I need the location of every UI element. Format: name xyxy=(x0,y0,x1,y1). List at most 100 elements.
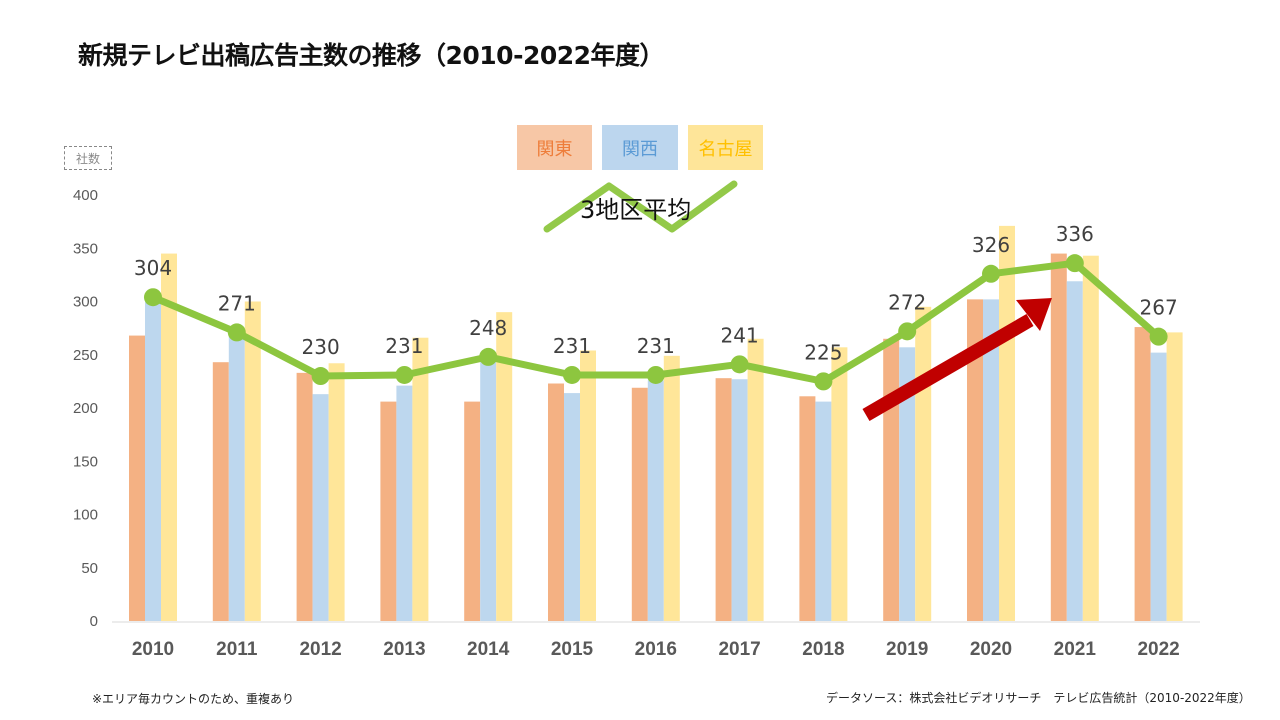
average-point xyxy=(227,323,246,342)
bar-kansai xyxy=(564,393,580,621)
x-tick-label: 2010 xyxy=(132,639,174,660)
y-tick-label: 400 xyxy=(73,187,98,204)
bar-kansai xyxy=(1150,352,1167,621)
y-tick-label: 250 xyxy=(73,347,98,364)
x-tick-label: 2020 xyxy=(970,639,1012,660)
data-label: 231 xyxy=(553,334,591,358)
average-point xyxy=(730,355,749,374)
bar-kanto xyxy=(883,338,900,621)
bar-nagoya xyxy=(580,350,596,621)
bar-kansai xyxy=(312,394,329,621)
data-label: 267 xyxy=(1140,296,1178,320)
data-label: 304 xyxy=(134,256,172,280)
data-label: 248 xyxy=(469,316,507,340)
average-point xyxy=(646,365,665,384)
bar-nagoya xyxy=(915,306,932,621)
bar-kanto xyxy=(715,378,732,621)
bar-nagoya xyxy=(1082,255,1099,621)
data-label: 231 xyxy=(637,334,675,358)
data-label: 241 xyxy=(721,323,759,347)
chart-title: 新規テレビ出稿広告主数の推移（2010-2022年度） xyxy=(78,41,665,70)
bar-nagoya xyxy=(412,337,429,621)
bar-kansai xyxy=(228,333,245,621)
bar-nagoya xyxy=(663,355,680,621)
x-tick-label: 2019 xyxy=(886,639,928,660)
bar-kanto xyxy=(1050,253,1067,621)
legend-average-label: 3地区平均 xyxy=(580,196,692,224)
data-label: 272 xyxy=(888,290,926,314)
bar-kansai xyxy=(480,356,497,621)
data-source: データソース：株式会社ビデオリサーチ テレビ広告統計（2010-2022年度） xyxy=(826,691,1251,705)
data-labels: 304 271 230 231 248 231 231 241 225 272 326 336 267 xyxy=(134,222,1178,364)
bar-nagoya xyxy=(747,338,764,621)
bar-nagoya xyxy=(496,312,513,621)
bar-nagoya xyxy=(1166,332,1183,621)
average-point xyxy=(1065,254,1084,273)
bar-kansai xyxy=(145,301,161,621)
bar-nagoya xyxy=(161,253,177,621)
bar-kanto xyxy=(548,383,564,621)
bar-kanto xyxy=(212,362,229,621)
average-point xyxy=(982,264,1000,283)
bar-kansai xyxy=(815,401,832,621)
y-axis-unit-label: 社数 xyxy=(64,146,112,170)
bar-nagoya xyxy=(999,225,1015,621)
x-tick-label: 2022 xyxy=(1137,639,1179,660)
y-tick-label: 200 xyxy=(73,400,98,417)
bar-kanto xyxy=(967,299,983,621)
average-point xyxy=(479,347,498,366)
legend-average-line xyxy=(543,180,738,233)
y-tick-label: 50 xyxy=(81,560,98,577)
x-tick-label: 2021 xyxy=(1054,639,1097,660)
bar-kanto xyxy=(1134,327,1151,621)
x-tick-label: 2018 xyxy=(802,639,844,660)
bar-kansai xyxy=(731,379,748,621)
data-label: 271 xyxy=(218,291,256,315)
x-tick-label: 2014 xyxy=(467,639,510,660)
average-point xyxy=(311,367,330,386)
data-label: 231 xyxy=(385,334,423,358)
legend-item-kanto: 関東 xyxy=(517,125,592,170)
bar-kanto xyxy=(631,387,648,621)
bars xyxy=(129,225,1183,621)
y-tick-label: 0 xyxy=(90,613,98,630)
y-axis: 0 50 100 150 200 250 300 350 400 xyxy=(73,187,98,630)
average-point xyxy=(144,288,162,307)
x-tick-label: 2017 xyxy=(718,639,760,660)
data-label: 225 xyxy=(804,340,842,364)
bar-kanto xyxy=(380,401,397,621)
bar-kanto xyxy=(799,396,816,621)
bar-kansai xyxy=(396,385,413,621)
x-tick-label: 2015 xyxy=(551,639,594,660)
x-axis: 2010 2011 2012 2013 2014 2015 2016 2017 2018 2019… xyxy=(132,639,1180,660)
average-point xyxy=(563,365,581,384)
average-line xyxy=(144,254,1168,391)
average-point xyxy=(1149,327,1168,346)
bar-kanto xyxy=(464,401,481,621)
bar-kansai xyxy=(1066,281,1083,621)
average-point xyxy=(814,372,833,391)
x-tick-label: 2011 xyxy=(216,639,258,660)
footnote: ※エリア毎カウントのため、重複あり xyxy=(92,692,295,706)
bar-kanto xyxy=(296,372,313,621)
legend-item-kansai: 関西 xyxy=(602,125,678,170)
bar-nagoya xyxy=(831,347,848,621)
bar-nagoya xyxy=(328,363,345,621)
y-tick-label: 150 xyxy=(73,453,98,470)
data-label: 336 xyxy=(1056,222,1094,246)
data-label: 326 xyxy=(972,233,1010,257)
bar-kanto xyxy=(129,335,145,621)
average-point xyxy=(395,365,414,384)
average-point xyxy=(898,322,917,341)
bar-kansai xyxy=(983,299,999,621)
x-tick-label: 2013 xyxy=(383,639,425,660)
data-label: 230 xyxy=(302,335,340,359)
bar-nagoya xyxy=(244,301,261,621)
y-tick-label: 300 xyxy=(73,294,98,311)
legend-item-nagoya: 名古屋 xyxy=(688,125,763,170)
y-tick-label: 350 xyxy=(73,240,98,257)
x-tick-label: 2016 xyxy=(635,639,677,660)
bar-kansai xyxy=(899,347,916,621)
x-tick-label: 2012 xyxy=(299,639,341,660)
